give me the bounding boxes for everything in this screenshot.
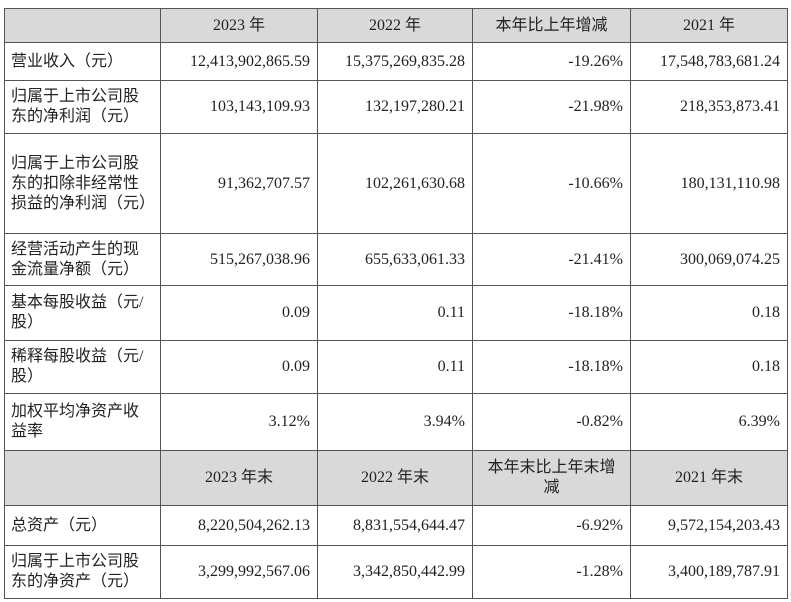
row-label: 总资产（元） — [4, 505, 161, 546]
row-label: 营业收入（元） — [4, 42, 161, 81]
cell-value: 300,069,074.25 — [630, 233, 788, 286]
data-row: 营业收入（元） 12,413,902,865.59 15,375,269,835.2… — [4, 42, 788, 81]
cell-value: 218,353,873.41 — [630, 80, 788, 134]
data-row: 经营活动产生的现金流量净额（元） 515,267,038.96 655,633,06… — [4, 233, 788, 286]
cell-value: -6.92% — [472, 505, 631, 546]
cell-value: 17,548,783,681.24 — [630, 42, 788, 81]
cell-value: 132,197,280.21 — [317, 80, 473, 134]
header-cell: 2021 年 — [630, 8, 788, 43]
cell-value: 3.94% — [317, 393, 473, 451]
data-row: 稀释每股收益（元/股） 0.09 0.11 -18.18% 0.18 — [4, 340, 788, 394]
cell-value: 3,299,992,567.06 — [160, 545, 318, 599]
header-cell: 2023 年 — [160, 8, 318, 43]
cell-value: 3,342,850,442.99 — [317, 545, 473, 599]
cell-value: 12,413,902,865.59 — [160, 42, 318, 81]
cell-value: 0.11 — [317, 340, 473, 394]
row-label: 稀释每股收益（元/股） — [4, 340, 161, 394]
cell-value: 180,131,110.98 — [630, 133, 788, 234]
header-cell: 本年比上年增减 — [472, 8, 631, 43]
cell-value: 9,572,154,203.43 — [630, 505, 788, 546]
cell-value: -21.98% — [472, 80, 631, 134]
header-cell: 2023 年末 — [160, 450, 318, 506]
cell-value: -21.41% — [472, 233, 631, 286]
cell-value: -18.18% — [472, 340, 631, 394]
header-cell: 2021 年末 — [630, 450, 788, 506]
cell-value: 102,261,630.68 — [317, 133, 473, 234]
cell-value: 0.18 — [630, 285, 788, 341]
data-row: 加权平均净资产收益率 3.12% 3.94% -0.82% 6.39% — [4, 393, 788, 451]
cell-value: 515,267,038.96 — [160, 233, 318, 286]
cell-value: -10.66% — [472, 133, 631, 234]
cell-value: 91,362,707.57 — [160, 133, 318, 234]
cell-value: 8,831,554,644.47 — [317, 505, 473, 546]
row-label: 经营活动产生的现金流量净额（元） — [4, 233, 161, 286]
cell-value: 0.09 — [160, 340, 318, 394]
cell-value: 655,633,061.33 — [317, 233, 473, 286]
cell-value: -1.28% — [472, 545, 631, 599]
header-cell — [4, 450, 161, 506]
row-label: 归属于上市公司股东的净资产（元） — [4, 545, 161, 599]
data-row: 基本每股收益（元/股） 0.09 0.11 -18.18% 0.18 — [4, 285, 788, 341]
row-label: 归属于上市公司股东的扣除非经常性损益的净利润（元） — [4, 133, 161, 234]
cell-value: 0.09 — [160, 285, 318, 341]
cell-value: -19.26% — [472, 42, 631, 81]
cell-value: -18.18% — [472, 285, 631, 341]
cell-value: 8,220,504,262.13 — [160, 505, 318, 546]
row-label: 归属于上市公司股东的净利润（元） — [4, 80, 161, 134]
header-row: 2023 年末 2022 年末 本年末比上年末增减 2021 年末 — [4, 450, 788, 506]
cell-value: 3.12% — [160, 393, 318, 451]
financial-table: 2023 年 2022 年本年比上年增减 2021 年营业收入（元） 12,413,9… — [4, 8, 788, 599]
cell-value: 6.39% — [630, 393, 788, 451]
header-cell: 2022 年末 — [317, 450, 473, 506]
header-cell: 本年末比上年末增减 — [472, 450, 631, 506]
data-row: 归属于上市公司股东的扣除非经常性损益的净利润（元） 91,362,707.57 10… — [4, 133, 788, 234]
cell-value: 103,143,109.93 — [160, 80, 318, 134]
data-row: 总资产（元） 8,220,504,262.13 8,831,554,644.47 -6… — [4, 505, 788, 546]
cell-value: 15,375,269,835.28 — [317, 42, 473, 81]
data-row: 归属于上市公司股东的净资产（元） 3,299,992,567.06 3,342,85… — [4, 545, 788, 599]
cell-value: 0.11 — [317, 285, 473, 341]
cell-value: 0.18 — [630, 340, 788, 394]
cell-value: 3,400,189,787.91 — [630, 545, 788, 599]
header-cell — [4, 8, 161, 43]
row-label: 基本每股收益（元/股） — [4, 285, 161, 341]
row-label: 加权平均净资产收益率 — [4, 393, 161, 451]
header-cell: 2022 年 — [317, 8, 473, 43]
cell-value: -0.82% — [472, 393, 631, 451]
header-row: 2023 年 2022 年本年比上年增减 2021 年 — [4, 8, 788, 43]
data-row: 归属于上市公司股东的净利润（元） 103,143,109.93 132,197,28… — [4, 80, 788, 134]
